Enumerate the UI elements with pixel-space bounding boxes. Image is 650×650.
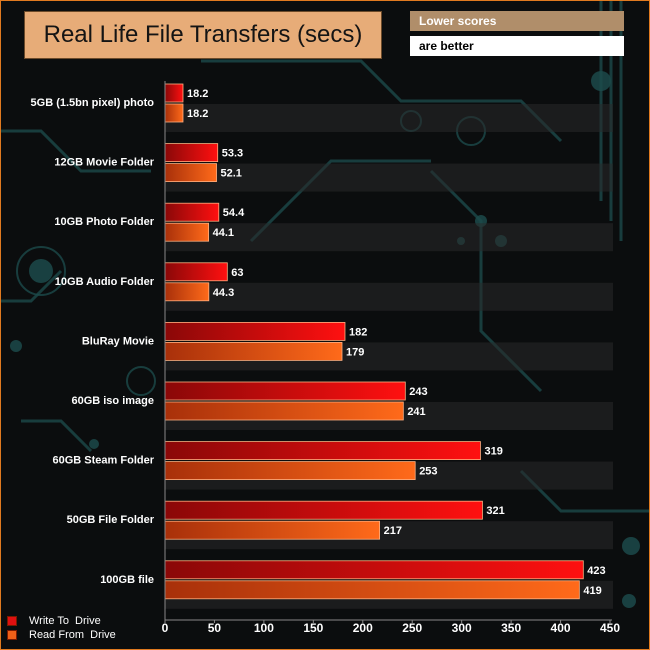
category-label: 5GB (1.5bn pixel) photo — [31, 97, 155, 109]
category-labels: 5GB (1.5bn pixel) photo 12GB Movie Folder… — [31, 97, 155, 586]
bar-write — [164, 321, 346, 341]
x-tick-label: 200 — [353, 621, 373, 635]
bar-write — [164, 143, 219, 163]
value-label-write: 182 — [349, 326, 367, 338]
row-band — [165, 223, 613, 252]
bar-write — [164, 381, 406, 401]
value-labels: 18.2 18.2 53.3 52.1 54.4 44.1 63 44.3 182 179 243 2… — [187, 88, 606, 597]
legend-label-read: Read From Drive — [29, 629, 116, 641]
bar-write — [164, 262, 228, 282]
category-label: 50GB File Folder — [67, 514, 155, 526]
bar-read — [164, 461, 416, 481]
category-label: 12GB Movie Folder — [54, 157, 154, 169]
value-label-read: 253 — [419, 466, 437, 478]
category-label: 10GB Photo Folder — [54, 216, 154, 228]
x-tick-label: 150 — [303, 621, 323, 635]
value-label-read: 241 — [407, 406, 425, 418]
bar-write — [164, 441, 481, 461]
note-lower-scores: Lower scores — [410, 11, 624, 31]
row-band — [165, 282, 613, 311]
legend-swatch-read — [7, 630, 17, 640]
x-tick-label: 400 — [551, 621, 571, 635]
value-label-read: 179 — [346, 346, 364, 358]
value-label-read: 419 — [583, 585, 601, 597]
bars — [164, 83, 584, 600]
note-are-better: are better — [410, 36, 624, 56]
x-tick-label: 250 — [402, 621, 422, 635]
category-label: 100GB file — [100, 574, 154, 586]
value-label-write: 423 — [587, 565, 605, 577]
x-tick-label: 450 — [600, 621, 620, 635]
category-label: BluRay Movie — [82, 335, 154, 347]
bar-write — [164, 500, 483, 520]
bar-read — [164, 580, 580, 600]
value-label-read: 18.2 — [187, 108, 208, 120]
legend-item-read: Read From Drive — [7, 629, 116, 641]
value-label-write: 18.2 — [187, 88, 208, 100]
category-label: 60GB iso image — [71, 395, 154, 407]
chart-title: Real Life File Transfers (secs) — [24, 11, 382, 59]
value-label-write: 63 — [231, 267, 243, 279]
category-label: 10GB Audio Folder — [55, 276, 155, 288]
row-band — [165, 104, 613, 132]
value-label-write: 53.3 — [222, 148, 243, 160]
category-label: 60GB Steam Folder — [53, 455, 155, 467]
x-tick-label: 0 — [162, 621, 169, 635]
bar-write — [164, 83, 184, 103]
value-label-write: 321 — [486, 505, 504, 517]
bar-write — [164, 560, 584, 580]
legend-item-write: Write To Drive — [7, 615, 101, 627]
legend-label-write: Write To Drive — [29, 615, 101, 627]
x-axis: 0 50 100 150 200 250 300 350 400 450 — [162, 81, 620, 635]
bar-read — [164, 282, 210, 302]
value-label-write: 54.4 — [223, 207, 245, 219]
bar-read — [164, 103, 184, 123]
bar-read — [164, 222, 210, 242]
value-label-read: 52.1 — [221, 168, 242, 180]
value-label-read: 44.1 — [213, 227, 234, 239]
x-tick-label: 50 — [208, 621, 222, 635]
row-bands — [165, 104, 613, 609]
value-label-read: 44.3 — [213, 287, 234, 299]
legend-swatch-write — [7, 616, 17, 626]
bar-read — [164, 520, 380, 540]
value-label-write: 319 — [484, 446, 502, 458]
x-tick-label: 100 — [254, 621, 274, 635]
value-label-write: 243 — [409, 386, 427, 398]
x-tick-label: 350 — [501, 621, 521, 635]
bar-write — [164, 202, 220, 222]
bar-read — [164, 341, 343, 361]
bar-read — [164, 163, 217, 183]
x-tick-label: 300 — [452, 621, 472, 635]
row-band — [165, 163, 613, 192]
bar-read — [164, 401, 404, 421]
value-label-read: 217 — [384, 525, 402, 537]
